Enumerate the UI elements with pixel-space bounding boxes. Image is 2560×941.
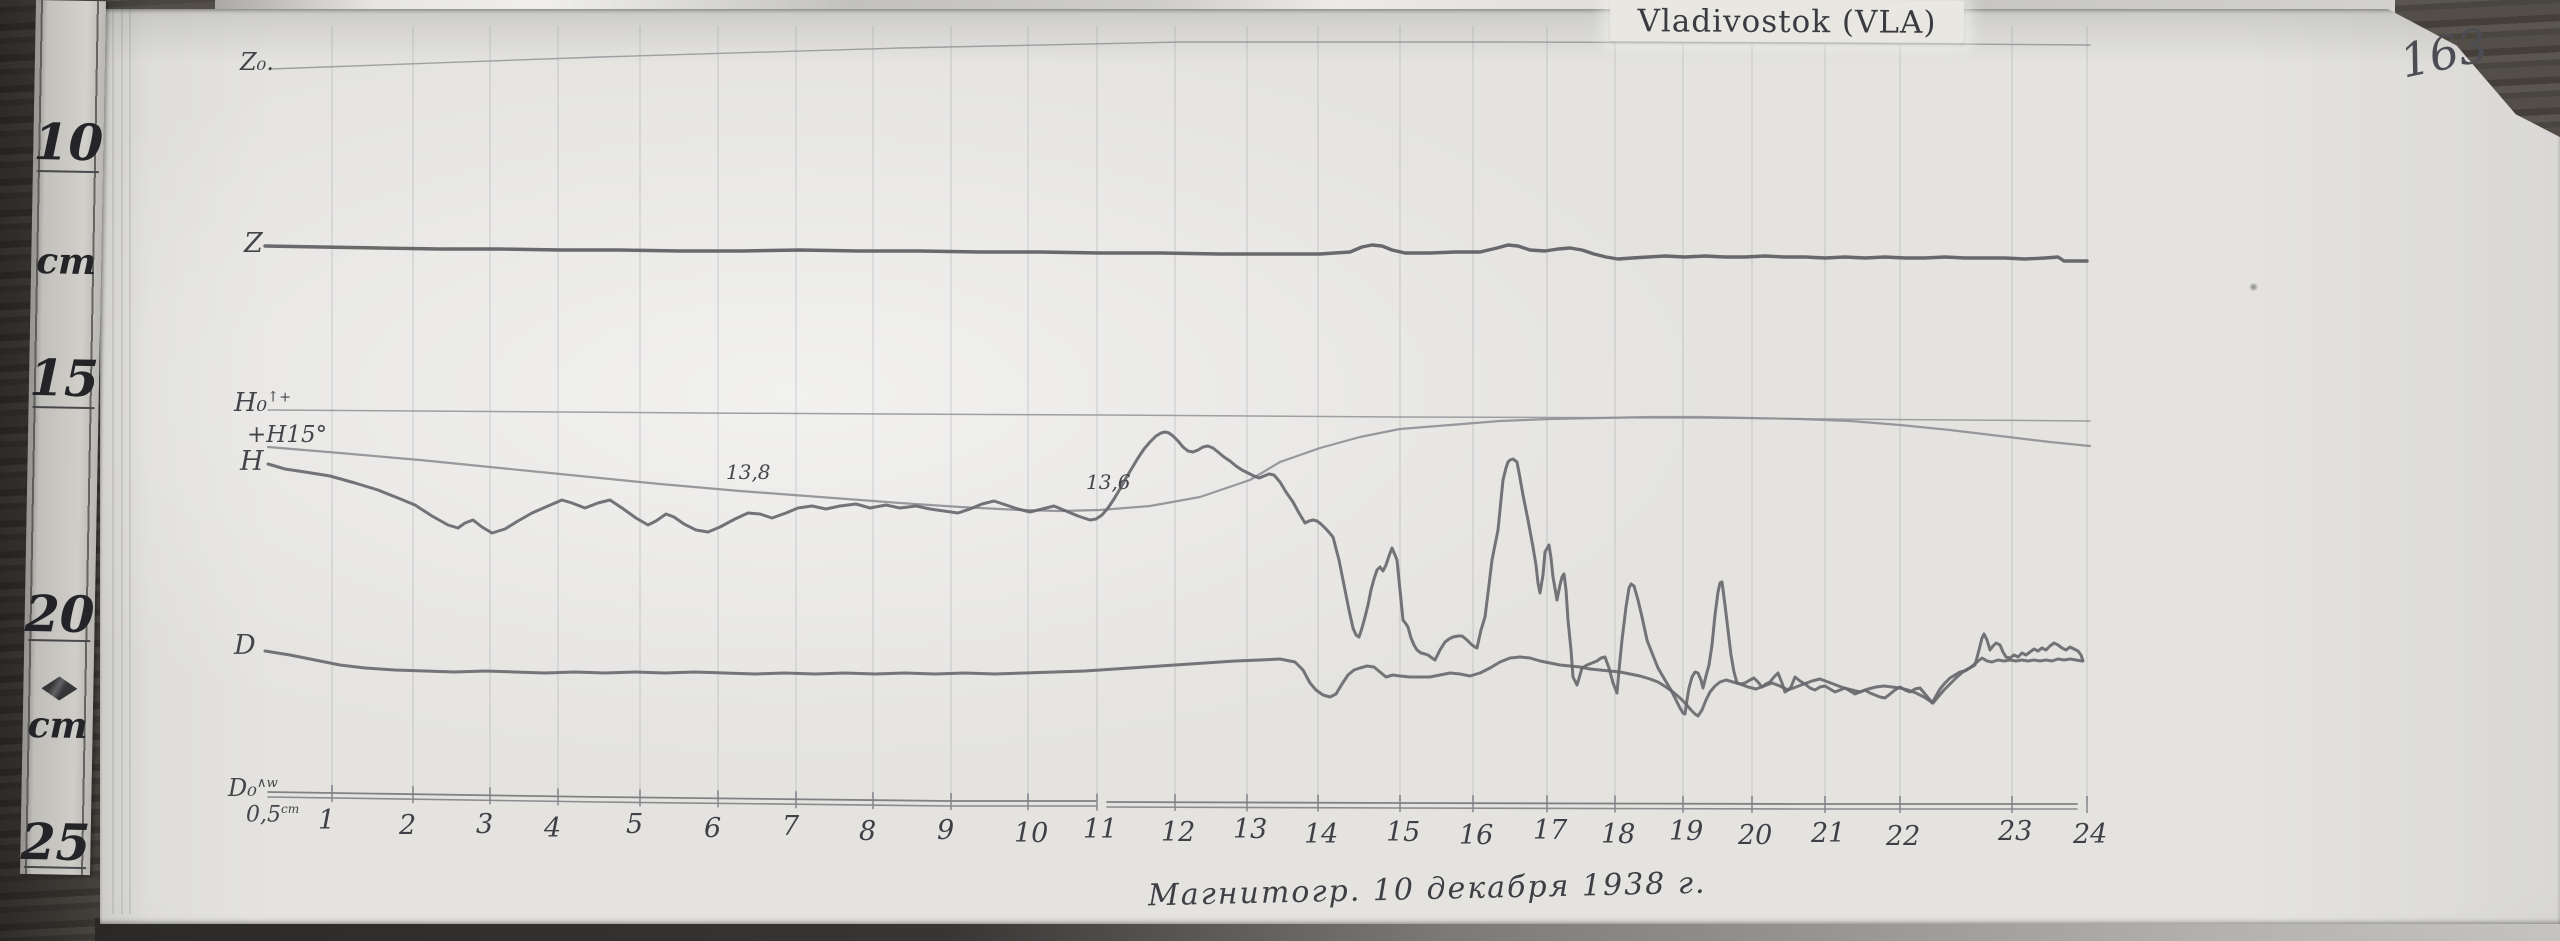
series-D-trace: [263, 649, 2084, 718]
hour-label-2: 2: [399, 810, 417, 842]
ruler-mark-20: 20: [24, 583, 96, 645]
sheet-crease: [129, 9, 131, 914]
ruler-mark-15: 15: [28, 347, 100, 409]
series-temperature-plus-H15: [266, 415, 2092, 513]
h0-baseline-label-superscript: ↑+: [267, 389, 292, 406]
ink-speck: [2248, 283, 2259, 291]
hour-label-10: 10: [1014, 818, 1049, 850]
hour-label-15: 15: [1386, 817, 1421, 848]
ruler-mark-10: 10: [33, 111, 104, 173]
hour-label-5: 5: [626, 809, 644, 841]
hour-label-19: 19: [1669, 815, 1704, 847]
hour-label-18: 18: [1601, 818, 1636, 850]
hour-label-6: 6: [704, 813, 722, 845]
temp-curve-label: +H15°: [247, 422, 328, 448]
sheet-crease: [112, 9, 114, 914]
hour-label-3: 3: [476, 809, 494, 841]
hour-label-20: 20: [1738, 819, 1773, 851]
hour-label-13: 13: [1233, 814, 1268, 846]
ruler-cm-tick: [32, 406, 95, 410]
hour-label-12: 12: [1161, 817, 1196, 848]
temp-value-1: 13,8: [726, 460, 771, 484]
series-H-trace: [266, 430, 2085, 716]
hour-label-7: 7: [782, 811, 800, 843]
series-D0-baseline-lower-right: [1106, 806, 2078, 810]
d0-baseline-label-superscript: ∧w: [256, 776, 278, 791]
hour-label-23: 23: [1998, 816, 2033, 847]
d0-baseline-label: D₀∧w: [228, 774, 278, 802]
hour-label-16: 16: [1459, 820, 1494, 852]
scale-note: 0,5cm: [246, 802, 300, 828]
station-label: Vladivostok (VLA): [1637, 3, 1937, 41]
hour-label-4: 4: [544, 813, 562, 845]
chart-sheet: [100, 9, 2560, 924]
hour-label-8: 8: [859, 816, 877, 848]
ruler-cm-tick: [36, 170, 99, 174]
hour-label-21: 21: [1811, 818, 1846, 849]
series-D0-baseline-upper-left: [267, 791, 1097, 802]
d-trace-label: D: [234, 630, 256, 661]
series-D0-baseline-upper-right: [1106, 801, 2078, 805]
hour-label-9: 9: [937, 815, 955, 846]
diamond-logo-icon: [41, 676, 77, 701]
hour-label-22: 22: [1886, 821, 1921, 852]
hour-label-11: 11: [1083, 813, 1118, 845]
series-D0-baseline-lower-left: [267, 796, 1097, 807]
hour-label-14: 14: [1304, 818, 1339, 850]
hour-label-24: 24: [2073, 819, 2108, 850]
station-label-slip: Vladivostok (VLA): [1609, 0, 1965, 43]
scale-note-superscript: cm: [281, 802, 300, 816]
h0-baseline-label: H₀↑+: [234, 388, 292, 418]
z-trace-label: Z: [244, 228, 263, 259]
ruler-mark-cm: cm: [35, 240, 97, 284]
series-Z0-baseline: [269, 41, 2091, 70]
hour-label-1: 1: [318, 804, 336, 836]
temp-value-2: 13,6: [1086, 470, 1131, 494]
ruler-mark-cm: cm: [27, 703, 89, 748]
h-trace-label: H: [240, 446, 264, 477]
ruler-mark-25: 25: [20, 811, 91, 873]
hour-label-17: 17: [1533, 815, 1568, 847]
sheet-crease: [121, 9, 123, 914]
z0-baseline-label: Z₀.: [240, 48, 274, 76]
series-Z-trace: [263, 243, 2089, 263]
